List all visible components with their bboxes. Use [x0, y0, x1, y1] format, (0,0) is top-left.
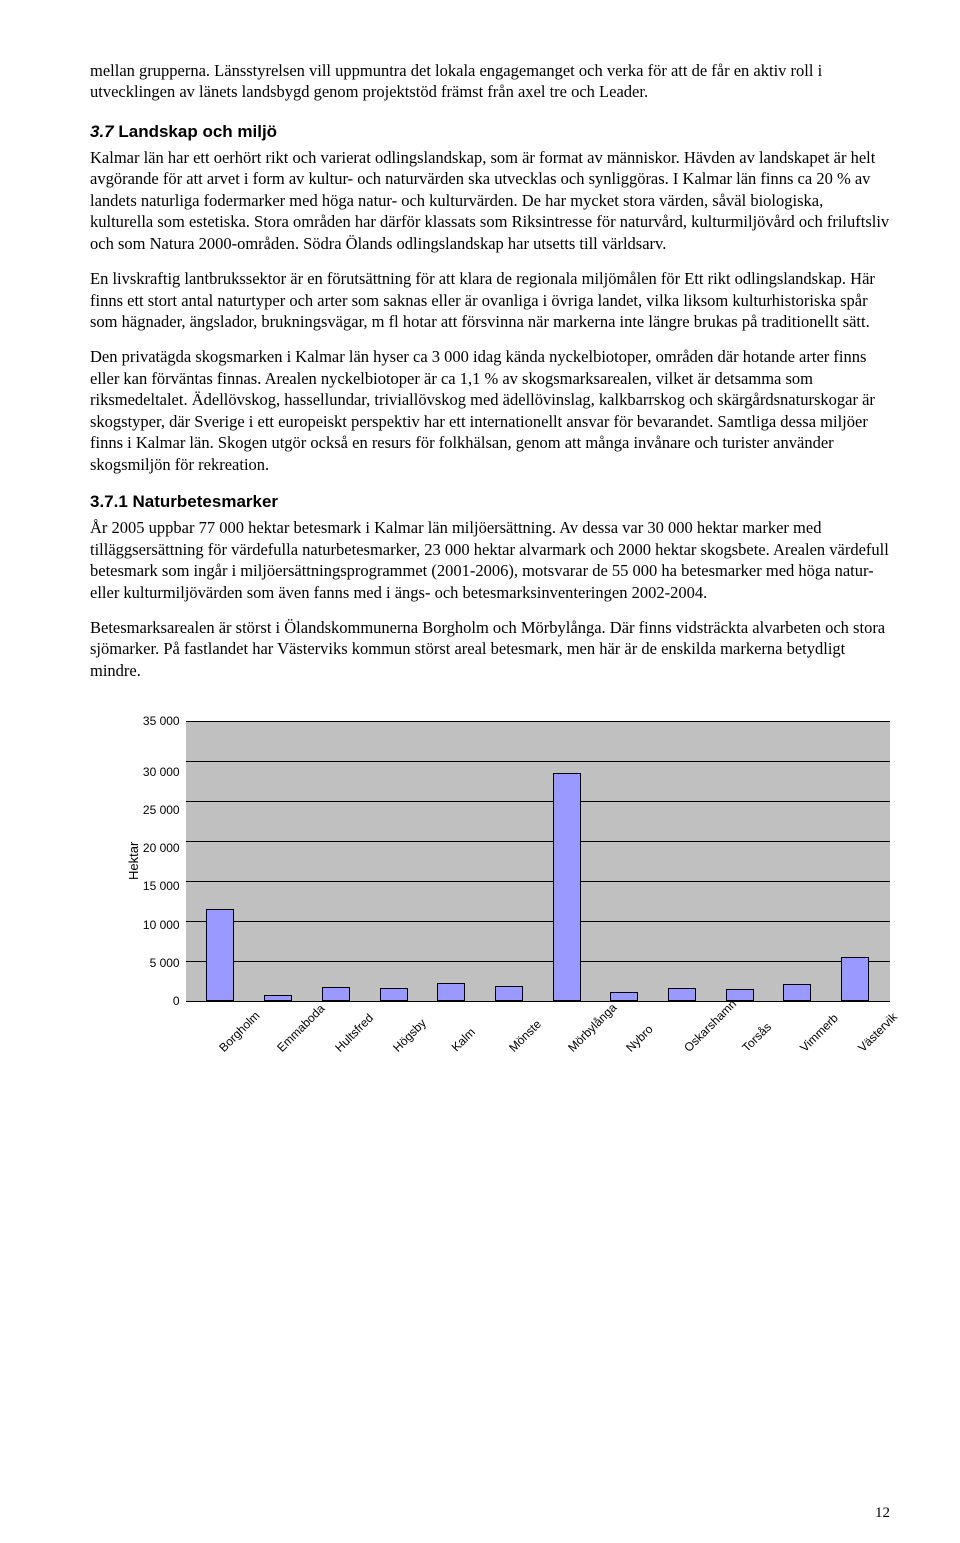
chart-x-tick: Mörbylånga	[565, 1025, 596, 1056]
chart-bar	[206, 909, 234, 1001]
chart-bar	[322, 987, 350, 1001]
chart-y-tick: 0	[173, 995, 180, 1007]
chart-y-tick: 15 000	[143, 880, 180, 892]
chart-x-tick: Emmaboda	[274, 1025, 305, 1056]
paragraph: Kalmar län har ett oerhört rikt och vari…	[90, 147, 890, 254]
subsection-heading-3-7-1: 3.7.1 Naturbetesmarker	[90, 491, 890, 513]
chart-x-tick: Hultsfred	[332, 1025, 363, 1056]
chart-x-tick: Oskarshamn	[681, 1025, 712, 1056]
chart-bar	[610, 992, 638, 1001]
chart-x-tick: Kalm	[449, 1025, 480, 1056]
section-heading-3-7: 3.7 Landskap och miljö	[90, 121, 890, 143]
chart-x-tick: Torsås	[739, 1025, 770, 1056]
chart-gridline	[186, 1001, 890, 1002]
chart-x-tick: Nybro	[623, 1025, 654, 1056]
chart-y-tick: 30 000	[143, 766, 180, 778]
chart-y-axis-label: Hektar	[120, 721, 143, 1001]
chart-x-tick: Högsby	[390, 1025, 421, 1056]
chart-bar	[553, 773, 581, 1001]
page-number: 12	[875, 1504, 890, 1524]
chart-x-tick: Borgholm	[216, 1025, 247, 1056]
section-title-text: Landskap och miljö	[114, 122, 277, 141]
chart-bar	[841, 957, 869, 1001]
chart-y-tick: 5 000	[150, 957, 180, 969]
chart-bar	[264, 995, 292, 1001]
section-number: 3.7	[90, 122, 114, 141]
paragraph: Den privatägda skogsmarken i Kalmar län …	[90, 346, 890, 475]
chart-bar	[437, 983, 465, 1001]
paragraph: mellan grupperna. Länsstyrelsen vill upp…	[90, 60, 890, 103]
paragraph: Betesmarksarealen är störst i Ölandskomm…	[90, 617, 890, 681]
chart-bars	[186, 721, 890, 1001]
chart-x-tick: Västervik	[855, 1025, 886, 1056]
chart-bar	[380, 988, 408, 1002]
chart-x-axis-labels: BorgholmEmmabodaHultsfredHögsbyKalmMönst…	[181, 1011, 890, 1027]
chart-x-axis: BorgholmEmmabodaHultsfredHögsbyKalmMönst…	[120, 1001, 890, 1027]
chart-y-tick: 10 000	[143, 919, 180, 931]
chart-x-tick: Vimmerb	[797, 1025, 828, 1056]
chart-x-tick: Mönste	[507, 1025, 538, 1056]
chart-y-tick: 35 000	[143, 715, 180, 727]
chart-plot-area	[186, 721, 890, 1001]
chart-bar	[783, 984, 811, 1002]
chart-bar	[495, 986, 523, 1001]
chart-y-axis-ticks: 35 00030 00025 00020 00015 00010 0005 00…	[143, 721, 186, 1001]
paragraph: År 2005 uppbar 77 000 hektar betesmark i…	[90, 517, 890, 603]
paragraph: En livskraftig lantbrukssektor är en för…	[90, 268, 890, 332]
bar-chart: Hektar 35 00030 00025 00020 00015 00010 …	[120, 721, 890, 1027]
chart-bar	[668, 988, 696, 1001]
chart-y-tick: 20 000	[143, 842, 180, 854]
chart-y-tick: 25 000	[143, 804, 180, 816]
